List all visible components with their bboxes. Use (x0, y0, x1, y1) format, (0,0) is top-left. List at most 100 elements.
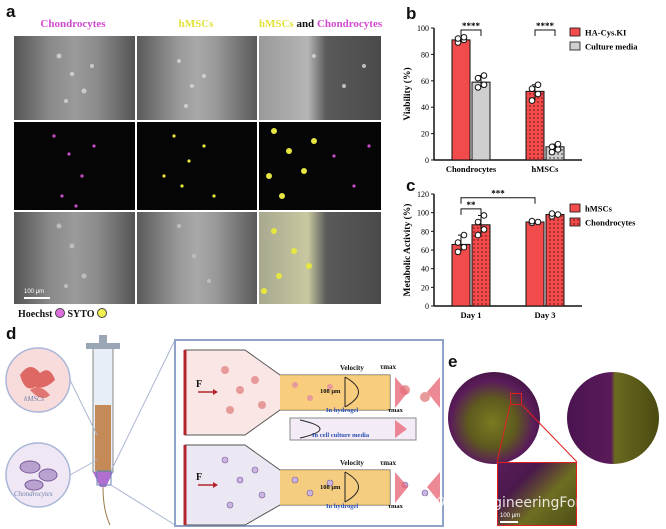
legend-syto-swatch (97, 308, 108, 318)
col-title-combined-a: hMSCs (258, 18, 294, 30)
panel-c-letter: c (406, 176, 416, 195)
watermark-text: 公众号 · EngineeringForLife (420, 495, 607, 511)
col-title-chondrocytes: Chondrocytes (40, 18, 106, 30)
tau-label-upper2: τmax (388, 407, 403, 414)
micro-hmsc-syto (137, 122, 257, 210)
significance-bracket (534, 29, 556, 36)
legend-hoechst-label: Hoechst (18, 309, 53, 320)
legend-swatch (569, 27, 581, 37)
legend-hoechst-swatch (54, 308, 65, 318)
legend-label: hMSCs (585, 204, 613, 214)
significance-label: **** (462, 21, 481, 31)
panel-a-legend: Hoechst SYTO (18, 308, 108, 320)
y-tick-label: 80 (421, 227, 429, 236)
syringe-hydrogel (95, 405, 111, 471)
y-tick-label: 40 (421, 103, 429, 112)
y-tick-label: 20 (421, 130, 429, 139)
x-tick-label: hMSCs (532, 164, 560, 174)
force-label-upper: F (196, 379, 203, 390)
panel-d-letter: d (6, 324, 17, 343)
micro-hmsc-bright (137, 36, 257, 120)
y-tick-label: 0 (425, 156, 429, 165)
data-point (534, 90, 542, 98)
col-title-combined: hMSCs and Chondrocytes (258, 18, 383, 30)
y-tick-label: 40 (421, 265, 429, 274)
panel-a-letter: a (6, 2, 16, 21)
data-point (474, 84, 482, 91)
hydrogel-label-lower: In hydrogel (326, 503, 359, 510)
organoid-right (567, 372, 659, 464)
y-tick-label: 0 (425, 302, 429, 311)
data-point (454, 248, 462, 256)
legend-label: Culture media (585, 42, 638, 52)
data-point (480, 212, 488, 219)
data-point (528, 97, 536, 104)
organoid-left (448, 372, 540, 464)
viability-chart: 0 20 40 60 80 100 Viability (%) Chondrocytes hMS… (402, 21, 638, 174)
scale-bar-a-line (24, 297, 50, 299)
col-title-combined-b: and (293, 18, 317, 30)
legend-label: Chondrocytes (585, 218, 636, 228)
y-tick-label: 80 (421, 50, 429, 59)
micro-chondro-merge (14, 212, 135, 304)
data-point (554, 140, 562, 148)
y-axis-label: Viability (%) (402, 67, 413, 120)
data-point (474, 74, 482, 82)
micro-chondro-hoechst (14, 122, 135, 210)
width-label-lower: 108 μm (320, 484, 341, 491)
data-point (480, 72, 488, 79)
scale-bar-e-label: 100 μm (500, 513, 521, 519)
y-tick-label: 100 (417, 24, 429, 33)
panel-b-letter: b (406, 4, 417, 23)
significance-label: **** (536, 21, 555, 31)
x-tick-label: Chondrocytes (446, 164, 497, 174)
x-tick-label: Day 1 (460, 310, 481, 320)
label-hmscs: hMSCs (24, 395, 45, 403)
x-tick-label: Day 3 (534, 310, 555, 320)
legend-swatch (569, 217, 581, 227)
velocity-label-lower: Velocity (340, 459, 364, 467)
bar (525, 221, 545, 307)
micro-combined-merge (259, 212, 381, 304)
force-label-lower: F (196, 472, 203, 483)
y-tick-label: 60 (421, 77, 429, 86)
data-point (474, 231, 482, 239)
organoid-zoom-image (497, 462, 577, 526)
legend-syto-label: SYTO (67, 309, 95, 320)
organoid-zoom-lines (496, 404, 578, 463)
col-title-hmscs: hMSCs (178, 18, 214, 30)
y-tick-label: 100 (417, 209, 429, 218)
data-point (454, 35, 462, 42)
panel-e-letter: e (448, 352, 458, 371)
hydrogel-label-upper: In hydrogel (326, 407, 359, 414)
data-point (474, 218, 482, 226)
tau-label-lower2: τmax (388, 503, 403, 510)
micro-chondro-bright (14, 36, 135, 120)
bar (545, 214, 565, 307)
tau-label-upper: τmax (380, 363, 397, 371)
y-tick-label: 120 (417, 190, 429, 199)
micro-combined-bright (259, 36, 381, 120)
metabolic-activity-chart: 0 20 40 60 80 100 120 Metabolic Activity (%) Day… (402, 189, 636, 320)
micro-cell-dots (52, 53, 371, 294)
data-point (554, 146, 562, 153)
col-title-combined-c: Chondrocytes (316, 18, 383, 30)
data-point (548, 210, 556, 217)
significance-label: *** (491, 189, 505, 199)
syringe-zoom-box (96, 470, 112, 486)
legend-swatch (569, 203, 581, 213)
data-point (548, 143, 556, 151)
data-point (534, 218, 542, 226)
significance-bracket (460, 197, 536, 204)
significance-bracket (460, 29, 482, 36)
significance-bracket (460, 208, 482, 215)
width-label-upper: 108 μm (320, 388, 341, 395)
media-label: In cell culture media (312, 432, 370, 439)
label-chondrocytes: Chondrocytes (14, 490, 53, 498)
scale-bar-e-line (500, 521, 518, 523)
bar (471, 224, 491, 307)
scale-bar-a-label: 100 μm (24, 289, 45, 295)
panel-d-illustration (5, 335, 444, 527)
legend-swatch (569, 41, 581, 51)
data-point (454, 239, 462, 246)
